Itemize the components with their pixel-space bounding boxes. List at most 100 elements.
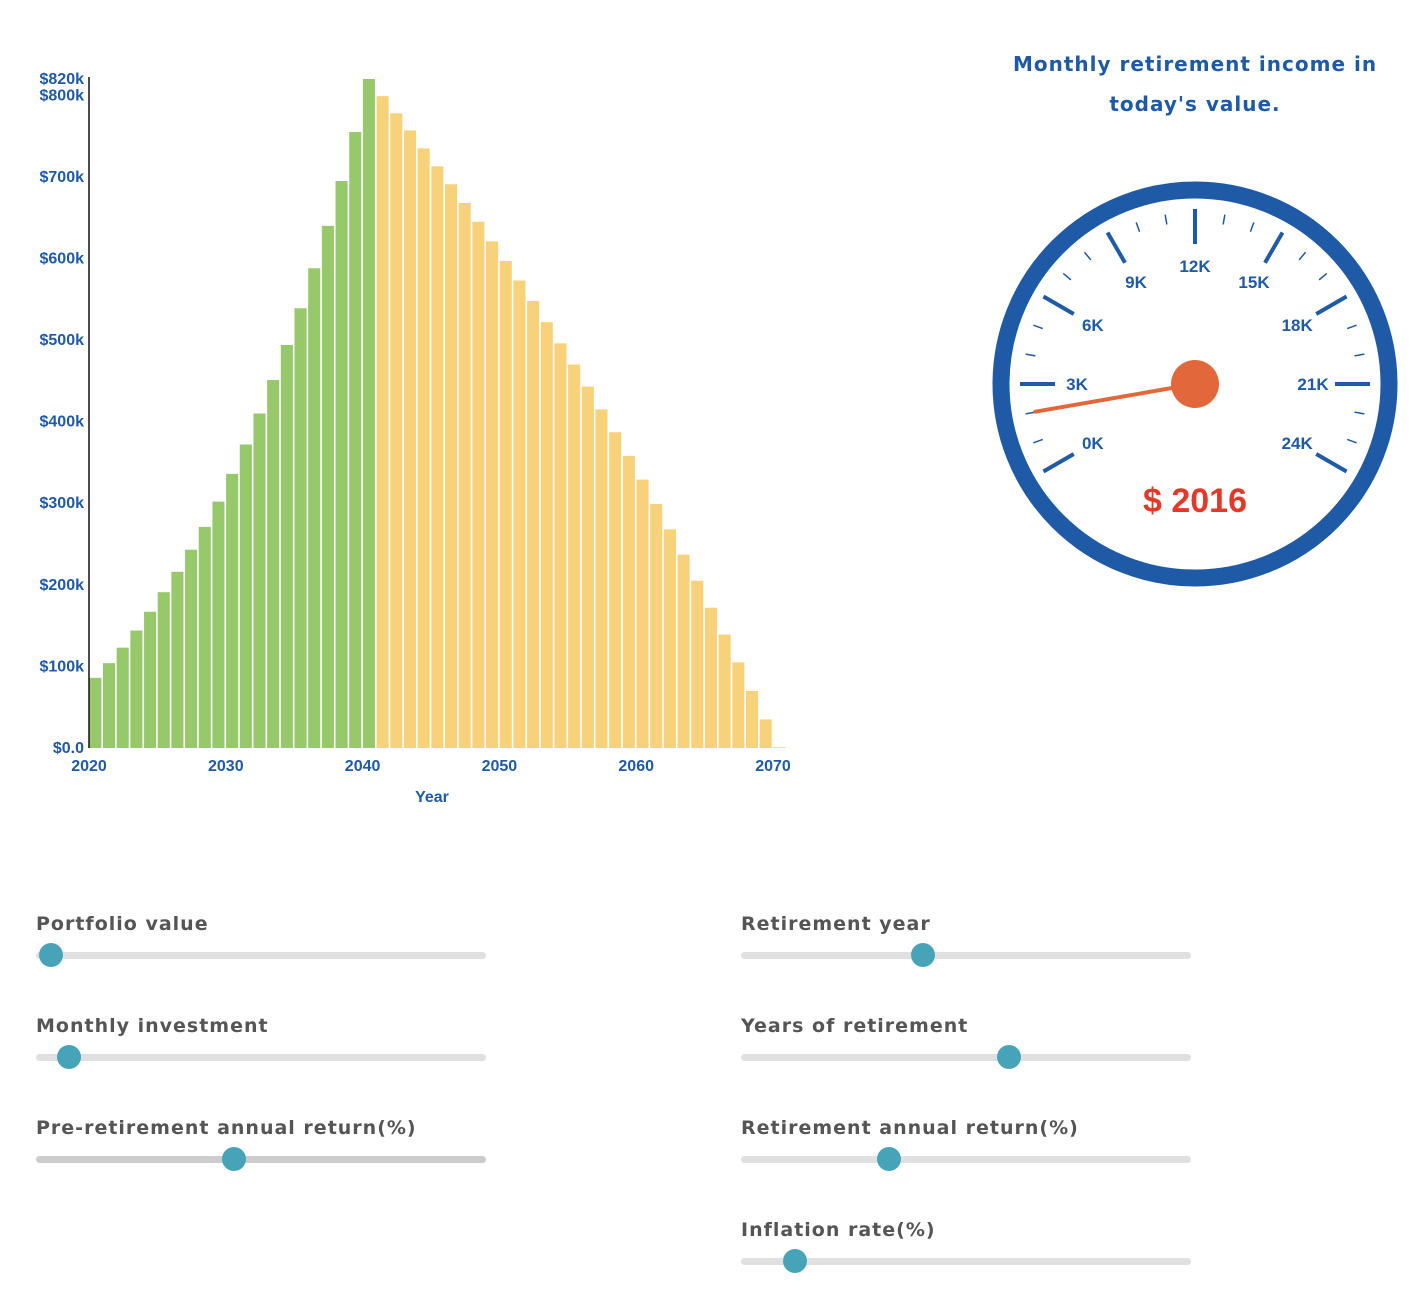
- retirement-return-slider[interactable]: Retirement annual return(%): [741, 1117, 1193, 1177]
- slider-track[interactable]: [741, 1054, 1191, 1061]
- y-tick-label: $500k: [40, 332, 85, 349]
- bar-2045: [431, 166, 444, 749]
- retirement-year-slider[interactable]: Retirement year: [741, 913, 1193, 973]
- gauge-label: 18K: [1282, 316, 1314, 335]
- bar-2033: [267, 380, 280, 748]
- bars: [89, 79, 786, 749]
- bar-2052: [527, 300, 540, 748]
- pre-retirement-return-slider[interactable]: Pre-retirement annual return(%): [36, 1117, 488, 1177]
- bar-2028: [198, 526, 211, 748]
- bar-2058: [609, 432, 622, 748]
- bar-2025: [157, 592, 170, 748]
- retirement-return-label: Retirement annual return(%): [741, 1117, 1079, 1139]
- bar-2046: [444, 184, 458, 748]
- gauge-label: 3K: [1066, 375, 1088, 394]
- slider-thumb[interactable]: [876, 1147, 901, 1171]
- bar-2020: [89, 677, 102, 748]
- gauge-minor-tick: [1298, 251, 1307, 261]
- portfolio-value-slider[interactable]: Portfolio value: [36, 913, 488, 973]
- y-tick-label: $300k: [40, 495, 85, 512]
- bar-2038: [335, 180, 348, 749]
- x-tick-label: 2060: [618, 758, 654, 775]
- slider-thumb[interactable]: [911, 943, 936, 967]
- slider-track[interactable]: [36, 1156, 486, 1163]
- bar-2042: [390, 113, 403, 748]
- slider-thumb[interactable]: [57, 1045, 82, 1069]
- slider-thumb[interactable]: [39, 943, 64, 967]
- bar-2044: [417, 148, 430, 749]
- gauge-label: 9K: [1125, 273, 1147, 292]
- y-tick-label: $0.0: [53, 740, 84, 757]
- gauge-minor-tick: [1222, 214, 1226, 225]
- bar-2031: [239, 444, 252, 748]
- bar-2065: [704, 607, 717, 748]
- gauge-major-tick: [1042, 452, 1075, 474]
- slider-track[interactable]: [36, 1054, 486, 1061]
- gauge-minor-tick: [1164, 214, 1168, 225]
- gauge-label: 0K: [1082, 434, 1104, 453]
- bar-2056: [581, 386, 594, 748]
- bar-2053: [540, 322, 553, 748]
- years-of-retirement-label: Years of retirement: [741, 1015, 969, 1037]
- gauge-minor-tick: [1346, 324, 1357, 330]
- bar-2048: [472, 221, 485, 748]
- bar-2030: [226, 473, 239, 748]
- bar-2047: [458, 203, 471, 748]
- bar-2039: [349, 132, 362, 748]
- slider-track[interactable]: [741, 1156, 1191, 1163]
- slider-thumb[interactable]: [783, 1249, 807, 1273]
- y-tick-label: $400k: [40, 414, 85, 431]
- bar-2049: [486, 241, 499, 749]
- bar-2041: [376, 96, 389, 748]
- gauge-needle: [1033, 382, 1197, 414]
- x-tick-label: 2070: [755, 758, 791, 775]
- y-tick-label: $600k: [40, 250, 85, 267]
- gauge-hub: [1171, 360, 1219, 408]
- y-tick-label: $800k: [40, 87, 85, 104]
- bar-2023: [130, 630, 143, 748]
- bar-2022: [116, 647, 129, 748]
- bar-2037: [321, 225, 334, 749]
- gauge-label: 15K: [1238, 273, 1270, 292]
- bar-2026: [171, 571, 184, 748]
- y-tick-label: $100k: [40, 658, 85, 675]
- monthly-investment-slider[interactable]: Monthly investment: [36, 1015, 488, 1075]
- slider-thumb[interactable]: [222, 1147, 246, 1171]
- gauge-minor-tick: [1135, 222, 1141, 233]
- x-axis-title: Year: [415, 789, 449, 806]
- bar-2032: [253, 413, 266, 748]
- gauge-value: $ 2016: [1143, 482, 1247, 520]
- y-tick-label: $820k: [40, 71, 85, 88]
- gauge-major-tick: [1315, 452, 1348, 474]
- years-of-retirement-slider[interactable]: Years of retirement: [741, 1015, 1193, 1075]
- bar-2062: [663, 529, 676, 748]
- portfolio-bar-chart: $0.0 $100k $200k $300k $400k $500k $600k $700k $…: [40, 71, 791, 806]
- bar-2059: [622, 455, 635, 748]
- slider-track[interactable]: [741, 952, 1191, 959]
- gauge-label: 21K: [1297, 375, 1329, 394]
- gauge-major-tick: [1315, 294, 1348, 316]
- inflation-rate-slider[interactable]: Inflation rate(%): [741, 1219, 1193, 1279]
- pre-retirement-return-label: Pre-retirement annual return(%): [36, 1117, 417, 1139]
- gauge-ticks: [1020, 209, 1370, 474]
- slider-track[interactable]: [36, 952, 486, 959]
- bar-2063: [677, 554, 690, 748]
- bar-2061: [650, 504, 663, 748]
- bar-2035: [294, 308, 307, 748]
- gauge-label: 24K: [1282, 434, 1314, 453]
- y-tick-label: $200k: [40, 577, 85, 594]
- gauge-minor-tick: [1083, 251, 1092, 261]
- bar-2051: [513, 280, 526, 748]
- x-tick-label: 2040: [345, 758, 381, 775]
- slider-thumb[interactable]: [996, 1045, 1021, 1069]
- gauge-minor-tick: [1033, 438, 1044, 444]
- gauge-label: 12K: [1179, 257, 1211, 276]
- income-gauge: 0K 3K 6K 9K 12K 15K 18K 21K 24K $ 2016: [992, 181, 1398, 587]
- gauge-label: 6K: [1082, 316, 1104, 335]
- bar-2070: [773, 747, 786, 748]
- slider-track[interactable]: [741, 1258, 1191, 1265]
- bar-2064: [691, 580, 704, 748]
- bar-2057: [595, 409, 608, 748]
- bar-2036: [308, 268, 321, 748]
- bar-2054: [554, 343, 567, 748]
